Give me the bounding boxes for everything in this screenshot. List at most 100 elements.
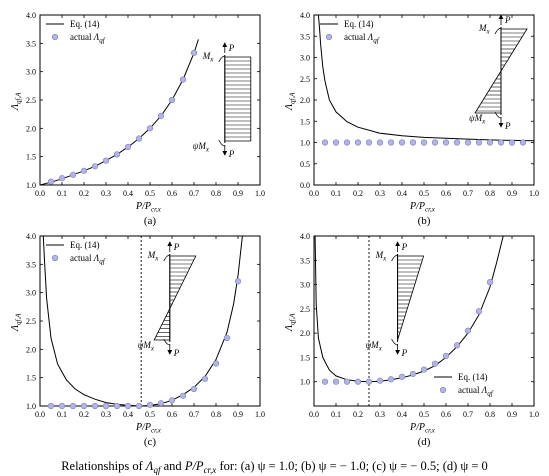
x-tick-label: 0.4 (397, 189, 407, 198)
y-tick-label: 3.5 (300, 32, 310, 41)
actual-data-point (80, 167, 88, 174)
y-tick-label: 3.0 (26, 68, 36, 77)
axial-load-label-bottom: P (173, 348, 180, 358)
y-tick-label: 3.0 (300, 281, 310, 290)
actual-data-point (80, 402, 88, 410)
x-tick-label: 0.0 (35, 189, 45, 198)
x-tick-label: 1.0 (529, 189, 539, 198)
x-axis-label: P/Pcr,x (409, 422, 436, 435)
x-tick-label: 0.5 (145, 410, 155, 419)
actual-data-point (179, 392, 187, 399)
actual-data-point (69, 402, 77, 410)
x-tick-label: 0.7 (463, 189, 473, 198)
x-tick-label: 0.9 (233, 410, 243, 419)
actual-data-point (91, 402, 99, 410)
x-tick-label: 0.2 (79, 410, 89, 419)
axial-load-label-bottom: P (228, 149, 235, 159)
x-tick-label: 0.3 (375, 410, 385, 419)
actual-data-point (376, 139, 384, 146)
actual-data-point (124, 143, 132, 151)
x-tick-label: 0.7 (189, 189, 199, 198)
actual-data-point (354, 378, 362, 385)
x-tick-label: 1.0 (529, 410, 539, 419)
panel-label: (b) (418, 215, 431, 227)
x-tick-label: 0.4 (123, 410, 133, 419)
actual-data-point (431, 139, 439, 146)
actual-data-point (135, 402, 143, 410)
x-tick-label: 0.4 (397, 410, 407, 419)
actual-data-point (376, 377, 384, 384)
x-tick-label: 0.6 (167, 410, 177, 419)
legend-marker-swatch (51, 254, 59, 262)
x-tick-label: 1.0 (255, 410, 265, 419)
x-tick-label: 1.0 (255, 189, 265, 198)
actual-data-point (332, 378, 340, 385)
actual-data-point (102, 402, 110, 410)
moment-label-bottom: ψMx (366, 340, 383, 353)
legend: Eq. (14) actual Λqf (434, 372, 494, 398)
x-tick-label: 0.3 (101, 410, 111, 419)
figure-caption: Relationships of Λqf and P/Pcr,x for: (a… (61, 459, 488, 475)
y-axis-label: Λqf,A (284, 92, 297, 111)
y-tick-label: 0.0 (300, 181, 310, 190)
x-tick-label: 0.3 (101, 189, 111, 198)
x-tick-label: 0.7 (463, 410, 473, 419)
actual-data-point (58, 402, 66, 410)
actual-data-point (453, 342, 461, 349)
actual-data-point (168, 96, 176, 104)
actual-data-point (212, 360, 220, 367)
moment-label-top: Mx (478, 23, 491, 36)
y-tick-label: 3.5 (26, 39, 36, 48)
actual-data-point (420, 139, 428, 146)
legend-eq14-label: Eq. (14) (458, 372, 488, 382)
actual-data-point (365, 139, 373, 146)
y-tick-label: 3.5 (26, 260, 36, 269)
moment-label-top: Mx (375, 250, 388, 263)
actual-data-point (453, 139, 461, 146)
actual-data-point (47, 178, 55, 185)
y-tick-label: 2.0 (300, 329, 310, 338)
x-tick-label: 0.2 (353, 189, 363, 198)
chart-panel-c: 0.0 0.1 0.2 0.3 0.4 0.5 0.6 0.7 0.8 0.9 1.0 1.0 1.5 2… (10, 232, 265, 448)
y-tick-label: 2.5 (26, 317, 36, 326)
chart-panel-d: 0.0 0.1 0.2 0.3 0.4 0.5 0.6 0.7 0.8 0.9 1.0 1.0 1.5 2… (284, 232, 539, 448)
actual-data-point (420, 366, 428, 373)
actual-data-point (442, 352, 450, 360)
x-axis-label: P/Pcr,x (409, 201, 436, 214)
x-tick-label: 0.1 (57, 189, 67, 198)
actual-data-point (475, 139, 483, 146)
actual-data-point (146, 401, 154, 408)
y-tick-label: 2.0 (300, 96, 310, 105)
x-tick-label: 0.2 (353, 410, 363, 419)
x-tick-label: 0.9 (233, 189, 243, 198)
x-tick-label: 0.0 (309, 189, 319, 198)
x-tick-label: 0.3 (375, 189, 385, 198)
x-tick-label: 0.6 (441, 410, 451, 419)
x-tick-label: 0.9 (507, 189, 517, 198)
actual-data-point (464, 327, 472, 334)
y-axis-label: Λqf,A (284, 313, 297, 332)
y-tick-label: 2.5 (26, 96, 36, 105)
legend-marker-swatch (51, 33, 59, 41)
actual-data-point (234, 278, 242, 285)
y-tick-label: 1.0 (26, 402, 36, 411)
actual-data-point (157, 112, 165, 119)
actual-data-point (135, 135, 143, 142)
moment-label-bottom: ψMx (469, 113, 486, 126)
actual-data-point (365, 378, 373, 385)
actual-data-point (190, 385, 198, 393)
legend-actual-label: actual Λqf (70, 253, 106, 266)
actual-data-point (519, 139, 527, 146)
legend: Eq. (14) actual Λqf (320, 19, 380, 45)
actual-data-point (497, 139, 505, 146)
actual-data-point (113, 151, 121, 158)
actual-data-point (475, 308, 483, 315)
moment-label-top: Mx (147, 250, 160, 263)
moment-diagram: P P Mx ψMx (193, 42, 252, 159)
x-tick-label: 0.8 (485, 189, 495, 198)
actual-data-point (91, 163, 99, 170)
y-tick-label: 1.5 (300, 353, 310, 362)
actual-data-point (223, 334, 231, 342)
actual-data-point (179, 76, 187, 83)
